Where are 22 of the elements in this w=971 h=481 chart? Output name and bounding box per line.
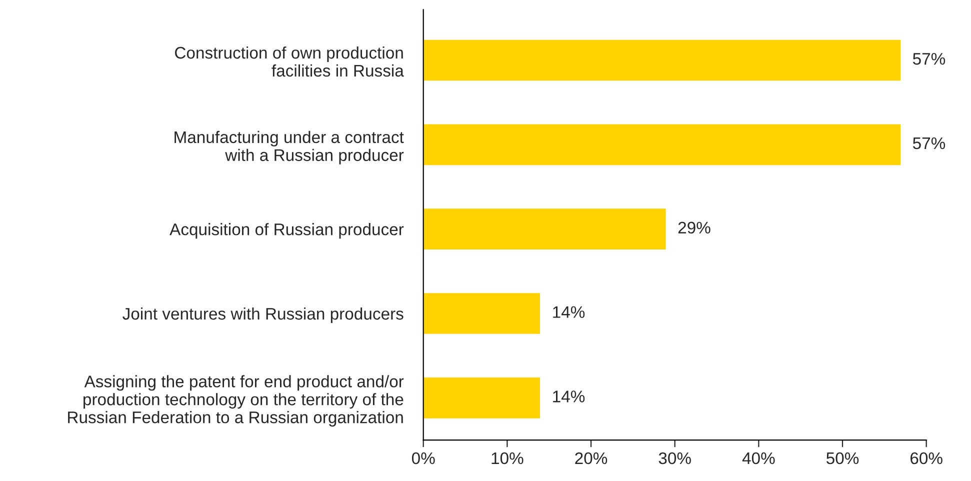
bar [423,292,542,336]
y-tick-label: Acquisition of Russian producer [170,223,404,239]
bar [423,376,542,420]
x-tick-label: 20% [575,452,608,464]
x-tick-label: 40% [742,452,775,464]
bar [423,207,668,251]
bar [423,38,902,82]
bar [423,122,902,166]
y-tick-label: Assigning the patent for end product and/or production technology on the territory of the Russian Federation to a Russian organization [68,375,404,427]
data-label: 57% [912,53,946,65]
y-tick-label: Manufacturing under a contract with a Russian producer [174,130,404,164]
x-tick-label: 0% [412,452,435,464]
y-tick-label: Joint ventures with Russian producers [122,307,404,323]
data-label: 29% [678,222,710,234]
data-label: 14% [553,306,585,318]
data-label: 14% [553,390,585,402]
x-tick-label: 60% [910,452,942,464]
x-tick-label: 50% [826,452,859,464]
y-tick-label: Construction of own production facilities in Russia [175,46,404,77]
data-label: 57% [912,137,946,150]
x-tick-label: 10% [492,452,524,464]
x-tick-label: 30% [658,452,691,464]
